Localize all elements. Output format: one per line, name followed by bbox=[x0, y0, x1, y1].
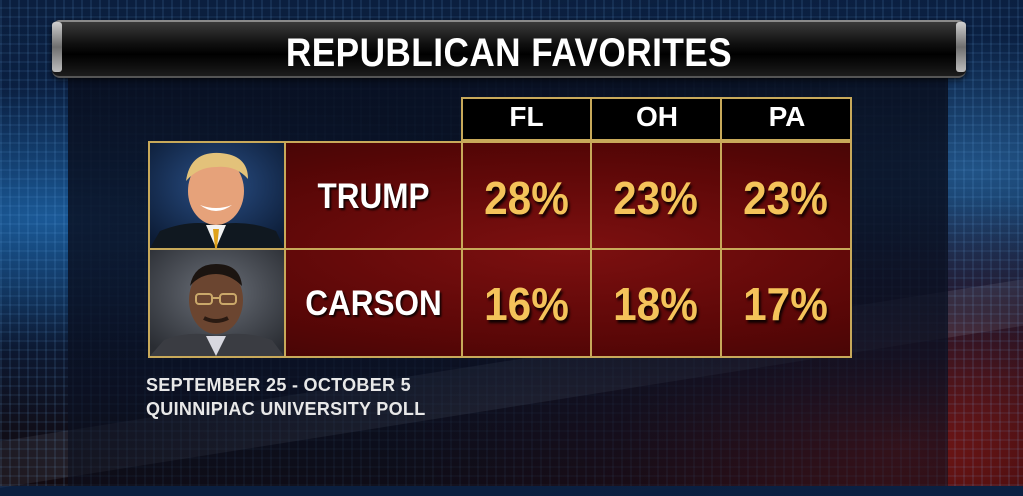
column-divider bbox=[720, 141, 722, 358]
value-carson-oh: 18% bbox=[613, 278, 698, 330]
title-bar: REPUBLICAN FAVORITES bbox=[52, 20, 966, 78]
column-header-oh: OH bbox=[636, 101, 678, 132]
poll-dates: SEPTEMBER 25 - OCTOBER 5 bbox=[146, 375, 411, 395]
chart-title: REPUBLICAN FAVORITES bbox=[285, 31, 733, 75]
header-divider bbox=[590, 97, 592, 141]
column-divider bbox=[590, 141, 592, 358]
title-cap-right bbox=[956, 22, 966, 72]
poll-source: QUINNIPIAC UNIVERSITY POLL bbox=[146, 399, 426, 419]
column-header-strip bbox=[461, 97, 852, 141]
candidate-photo-carson bbox=[150, 250, 284, 356]
candidate-name-carson: CARSON bbox=[305, 284, 442, 323]
value-carson-pa: 17% bbox=[743, 278, 828, 330]
value-trump-pa: 23% bbox=[743, 172, 828, 224]
title-cap-left bbox=[52, 22, 62, 72]
candidate-photo-trump bbox=[150, 143, 284, 248]
row-divider bbox=[148, 248, 852, 250]
column-header-pa: PA bbox=[768, 101, 806, 132]
value-trump-oh: 23% bbox=[613, 172, 698, 224]
column-header-fl: FL bbox=[509, 101, 544, 132]
column-divider bbox=[284, 141, 286, 358]
column-divider bbox=[461, 141, 463, 358]
value-carson-fl: 16% bbox=[484, 278, 569, 330]
header-divider bbox=[720, 97, 722, 141]
candidate-name-trump: TRUMP bbox=[317, 177, 430, 216]
value-trump-fl: 28% bbox=[484, 172, 569, 224]
